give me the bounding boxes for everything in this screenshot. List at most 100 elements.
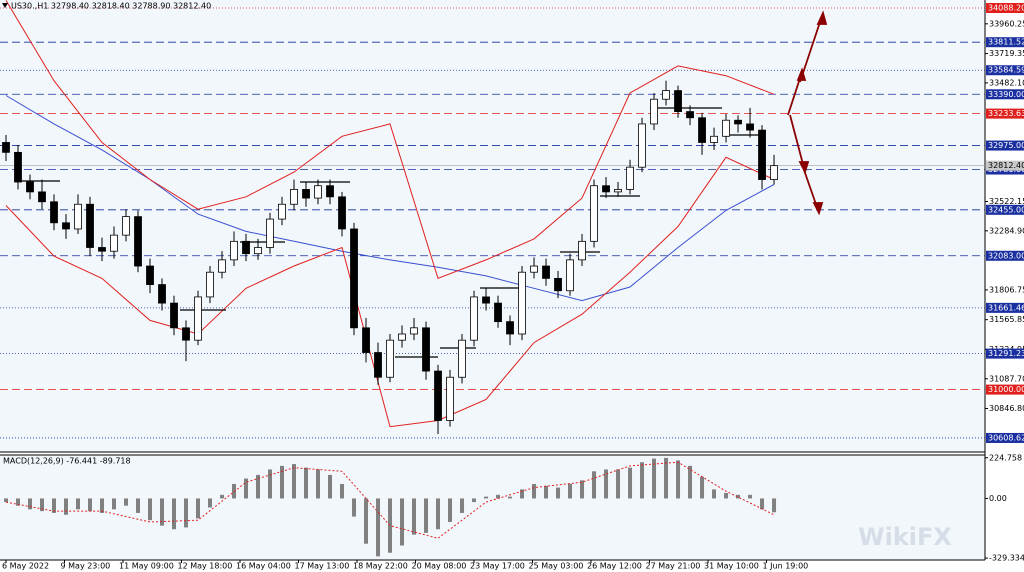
x-tick-label: 16 May 04:00 [236, 562, 291, 571]
candle-body [434, 370, 442, 421]
candle-body [242, 240, 250, 255]
candle-body [350, 228, 358, 329]
candle-body [122, 216, 130, 236]
macd-y-tick-label: 0.00 [989, 494, 1007, 503]
drawn-segments [22, 107, 762, 358]
macd-bar [88, 498, 93, 512]
candle-body [506, 321, 514, 335]
level-label-box [986, 204, 1024, 215]
candle-body [98, 247, 106, 252]
axis-labels: 33960.25 33719.35 33482.10 32522.15 32284.90… [2, 3, 1024, 571]
candle-body [110, 234, 118, 252]
candle-body [38, 191, 46, 203]
level-label-box [986, 432, 1024, 443]
macd-bar [712, 489, 717, 499]
x-tick-label: 18 May 22:00 [353, 562, 408, 571]
y-tick-label: 32284.90 [989, 226, 1024, 235]
macd-bar [28, 498, 33, 510]
candle-body [254, 247, 262, 255]
macd-bar [376, 498, 381, 557]
chart-title: US30.,H1 32798.40 32818.40 32788.90 3281… [11, 2, 211, 11]
macd-bar [760, 498, 765, 510]
candle-body [614, 189, 622, 193]
macd-bar [676, 460, 681, 499]
candle-body [26, 181, 34, 193]
macd-bar [616, 469, 621, 499]
y-tick-label: 31565.85 [989, 315, 1024, 324]
y-tick-label: 30846.80 [989, 404, 1024, 413]
candle-body [326, 185, 334, 198]
macd-bar [640, 462, 645, 499]
arrow [789, 114, 805, 169]
macd-bar [292, 464, 297, 499]
candle-body [734, 119, 742, 125]
level-label: 33811.52 [988, 38, 1024, 47]
candle-body [542, 265, 550, 279]
current-price-label: 32812.40 [988, 161, 1024, 170]
candle-body [278, 203, 286, 220]
macd-bar [148, 498, 153, 521]
arrow-head [816, 10, 828, 25]
macd-bar [328, 474, 333, 499]
candle-body [146, 265, 154, 285]
y-tick-label: 33482.10 [989, 78, 1024, 87]
candle-body [662, 90, 670, 100]
macd-bar [208, 498, 213, 508]
candle-body [470, 296, 478, 341]
level-label: 33584.59 [988, 66, 1024, 75]
level-label: 32975.00 [988, 141, 1024, 150]
macd-bar [460, 498, 465, 513]
candle-body [674, 90, 682, 112]
macd-bar [772, 498, 777, 513]
candle-body [422, 327, 430, 372]
macd-bar [412, 498, 417, 535]
candles [2, 80, 778, 557]
x-tick-label: 6 May 2022 [2, 562, 49, 571]
indicator-line [5, 0, 775, 280]
level-label-box [986, 140, 1024, 151]
y-tick-label: 32522.15 [989, 197, 1024, 206]
level-label-box [986, 348, 1024, 359]
macd-bar [448, 498, 453, 522]
candle-body [230, 240, 238, 261]
candle-body [206, 271, 214, 298]
candle-body [2, 142, 10, 153]
macd-bar [220, 494, 225, 499]
candle-body [686, 111, 694, 119]
macd-bar [544, 485, 549, 499]
level-label-box [986, 65, 1024, 76]
macd-bar [196, 498, 201, 519]
candle-body [602, 185, 610, 193]
macd-bar [4, 498, 9, 503]
macd-bar [484, 496, 489, 499]
y-tick-label: 33960.25 [989, 19, 1024, 28]
level-label-box [986, 302, 1024, 313]
macd-bar [508, 496, 513, 499]
macd-bar [76, 498, 81, 510]
candle-body [194, 296, 202, 341]
indicator-line [5, 95, 775, 302]
macd-bar [604, 469, 609, 499]
candle-body [74, 203, 82, 230]
candle-body [770, 165, 778, 180]
x-tick-label: 17 May 13:00 [295, 562, 350, 571]
candle-body [398, 333, 406, 341]
candle-body [314, 185, 322, 199]
candle-body [14, 151, 22, 183]
candle-body [650, 98, 658, 125]
x-tick-label: 9 May 23:00 [61, 562, 111, 571]
macd-y-tick-label: -329.334 [989, 554, 1024, 563]
forecast-arrows [787, 10, 828, 216]
level-label: 34088.20 [988, 4, 1024, 13]
macd-panel [0, 455, 985, 560]
x-tick-label: 1 Jun 19:00 [763, 562, 809, 571]
candle-body [530, 265, 538, 273]
macd-bar [628, 467, 633, 499]
macd-bar [124, 498, 129, 506]
level-label-box [986, 89, 1024, 100]
macd-bar [304, 467, 309, 499]
macd-bar [652, 458, 657, 499]
candle-body [290, 189, 298, 205]
macd-bar [340, 483, 345, 499]
